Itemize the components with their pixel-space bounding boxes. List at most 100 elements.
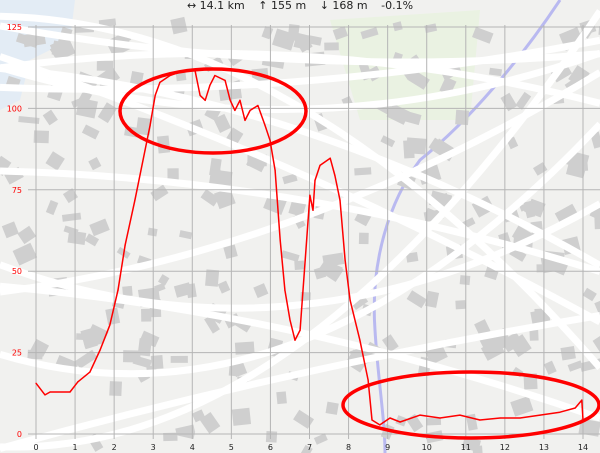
elevation-point (299, 329, 301, 331)
elevation-point (214, 74, 216, 77)
elevation-point (359, 339, 361, 341)
building (406, 137, 427, 155)
elevation-point (334, 174, 336, 177)
building (594, 299, 600, 317)
road (0, 22, 600, 66)
annotation-ellipse-flat (341, 370, 600, 440)
x-tick-label: 1 (73, 443, 78, 452)
ascent-stat: ↑ 155 m (258, 0, 307, 12)
y-tick-label: 25 (12, 349, 22, 358)
elevation-point (234, 109, 236, 111)
x-tick-label: 3 (151, 443, 156, 452)
elevation-point (581, 399, 583, 401)
building (89, 218, 110, 237)
elevation-point (229, 99, 231, 101)
x-tick-label: 7 (307, 443, 312, 452)
elevation-point (439, 417, 441, 419)
building (213, 113, 232, 134)
elevation-point (312, 209, 314, 211)
road (0, 65, 600, 269)
building (231, 407, 252, 426)
building (223, 244, 238, 260)
elevation-point (289, 319, 291, 321)
elevation-point (284, 289, 286, 291)
building (0, 155, 12, 176)
y-tick-label: 75 (12, 186, 22, 195)
elevation-point (257, 104, 259, 107)
building (397, 109, 422, 126)
road (0, 167, 600, 275)
x-tick-label: 0 (33, 443, 38, 452)
grade-stat: -0.1% (381, 0, 414, 12)
elevation-point (379, 424, 381, 426)
building (81, 124, 100, 140)
elevation-point (319, 164, 321, 166)
elevation-point (344, 259, 346, 261)
elevation-point (269, 139, 271, 141)
building (282, 173, 298, 185)
building (360, 27, 379, 40)
building (67, 230, 87, 245)
building (543, 360, 557, 375)
y-tick-label: 125 (7, 23, 22, 32)
building (406, 290, 427, 309)
building (582, 287, 597, 302)
building (135, 117, 152, 136)
building (424, 23, 438, 34)
elevation-point (309, 194, 311, 196)
building (472, 26, 494, 44)
building (218, 86, 242, 102)
building (170, 355, 188, 363)
building (204, 315, 220, 334)
x-tick-label: 11 (461, 443, 471, 452)
annotation-ellipse-peak (118, 67, 308, 155)
elevation-point (314, 179, 316, 181)
elevation-point (69, 391, 71, 393)
building (276, 391, 287, 405)
elevation-point (149, 124, 151, 126)
elevation-point (77, 381, 79, 383)
building (459, 275, 471, 286)
elevation-point (574, 407, 576, 409)
y-tick-label: 100 (7, 104, 22, 113)
building (293, 409, 315, 429)
elevation-point (419, 414, 421, 416)
building (175, 71, 187, 82)
elevation-point (144, 149, 146, 152)
building (426, 417, 442, 426)
elevation-point (499, 417, 501, 419)
elevation-point (519, 417, 521, 419)
building (489, 67, 503, 77)
building (141, 308, 152, 322)
building (324, 42, 339, 51)
building (318, 258, 344, 283)
elevation-point (304, 259, 306, 261)
building (12, 242, 38, 266)
elevation-point (294, 339, 296, 341)
elevation-point (329, 157, 331, 159)
building (122, 285, 133, 297)
building (213, 187, 236, 210)
building (332, 26, 349, 41)
building (287, 24, 300, 42)
building (280, 250, 300, 263)
building (62, 188, 79, 204)
building (234, 341, 255, 355)
building (565, 161, 587, 179)
elevation-point (109, 324, 111, 326)
building (567, 360, 583, 372)
building (461, 436, 482, 452)
building (554, 203, 578, 224)
building (170, 16, 188, 35)
x-tick-label: 6 (268, 443, 273, 452)
building (123, 350, 141, 363)
building (592, 329, 600, 353)
x-tick-label: 4 (190, 443, 195, 452)
elevation-point (117, 289, 119, 291)
building (381, 334, 399, 353)
building (392, 21, 403, 32)
building (501, 331, 524, 353)
building (1, 221, 19, 239)
